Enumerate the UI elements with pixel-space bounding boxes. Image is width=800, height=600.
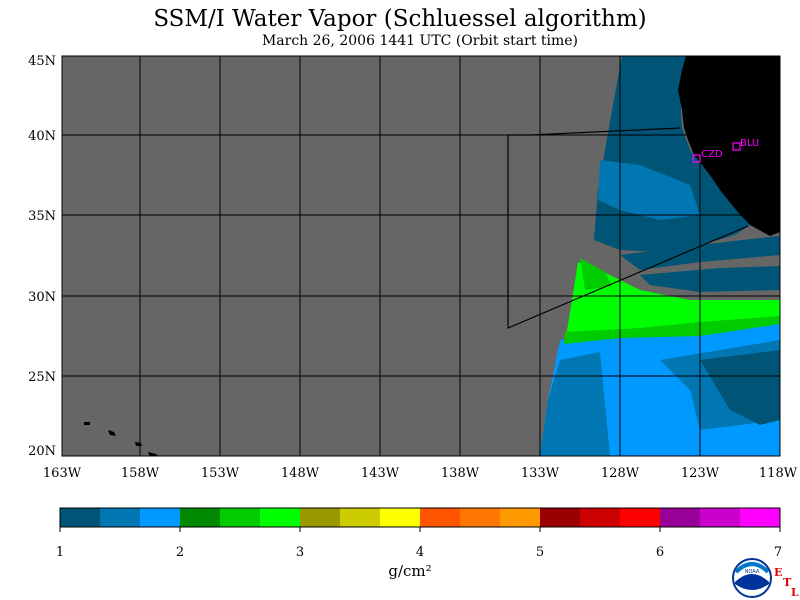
- lon-label: 138W: [441, 466, 480, 481]
- etl-letter-l: L: [791, 586, 799, 599]
- swath-stripe-3: [700, 350, 780, 425]
- lat-label: 40N: [28, 129, 56, 144]
- colorbar-tick-label: 5: [536, 545, 544, 560]
- lat-label: 45N: [28, 54, 56, 69]
- lat-label: 25N: [28, 370, 56, 385]
- map-title: SSM/I Water Vapor (Schluessel algorithm): [153, 6, 647, 32]
- etl-letter-e: E: [774, 566, 783, 579]
- colorbar-swatch: [340, 508, 381, 527]
- colorbar-swatch: [460, 508, 501, 527]
- station-blu-marker: [732, 142, 741, 151]
- latitude-labels: 45N 40N 35N 30N 25N 20N: [28, 54, 56, 459]
- noaa-logo: NOAA: [732, 558, 772, 598]
- swath-stripe-2: [640, 266, 780, 292]
- colorbar-swatch: [300, 508, 341, 527]
- lat-label: 20N: [28, 444, 56, 459]
- colorbar-swatch: [580, 508, 621, 527]
- colorbar: [60, 508, 781, 527]
- lon-label: 123W: [681, 466, 720, 481]
- colorbar-swatch: [540, 508, 581, 527]
- colorbar-tick-label: 1: [56, 545, 64, 560]
- colorbar-swatch: [620, 508, 661, 527]
- lon-label: 133W: [521, 466, 560, 481]
- colorbar-tick-label: 7: [774, 545, 782, 560]
- map-panel: CZD BLU: [62, 56, 780, 456]
- hawaii-island-oahu: [108, 430, 116, 436]
- colorbar-swatch: [260, 508, 301, 527]
- hawaii-island-kauai: [84, 422, 90, 425]
- colorbar-swatch: [180, 508, 221, 527]
- station-czd-label: CZD: [701, 149, 723, 160]
- colorbar-swatch: [660, 508, 701, 527]
- colorbar-ticks: [59, 527, 781, 532]
- colorbar-units: g/cm²: [388, 562, 432, 580]
- north-america-land: [678, 56, 780, 236]
- lon-label: 118W: [759, 466, 798, 481]
- colorbar-swatch: [60, 508, 101, 527]
- colorbar-swatch: [140, 508, 181, 527]
- station-blu-label: BLU: [740, 138, 759, 149]
- colorbar-tick-label: 6: [656, 545, 664, 560]
- hawaii-island-big-island: [148, 452, 158, 456]
- lon-label: 128W: [601, 466, 640, 481]
- colorbar-swatch: [380, 508, 421, 527]
- swath-band-2-3-gcm2-dark-green: [564, 258, 780, 344]
- colorbar-tick-label: 2: [176, 545, 184, 560]
- map-grid: [62, 56, 780, 456]
- lat-label: 30N: [28, 290, 56, 305]
- colorbar-swatch: [740, 508, 781, 527]
- lon-label: 158W: [121, 466, 160, 481]
- etl-letter-t: T: [783, 576, 792, 589]
- longitude-labels: 163W 158W 153W 148W 143W 138W 133W 128W …: [43, 466, 798, 481]
- colorbar-tick-label: 3: [296, 545, 304, 560]
- map-frame: [61, 55, 781, 457]
- colorbar-swatch: [420, 508, 461, 527]
- lon-label: 163W: [43, 466, 82, 481]
- noaa-logo-text: NOAA: [745, 569, 760, 575]
- colorbar-swatch: [500, 508, 541, 527]
- colorbar-swatch: [700, 508, 741, 527]
- swath-band-north-mid-blue: [598, 160, 700, 220]
- colorbar-swatch: [220, 508, 261, 527]
- map-subtitle: March 26, 2006 1441 UTC (Orbit start tim…: [261, 33, 579, 49]
- colorbar-swatch: [100, 508, 141, 527]
- colorbar-tick-labels: 1 2 3 4 5 6 7: [56, 545, 782, 560]
- station-czd-marker: [692, 154, 701, 163]
- colorbar-tick-label: 4: [416, 545, 424, 560]
- lon-label: 148W: [281, 466, 320, 481]
- lon-label: 153W: [201, 466, 240, 481]
- lat-label: 35N: [28, 209, 56, 224]
- analysis-region-outline: [507, 127, 749, 329]
- lon-label: 143W: [361, 466, 400, 481]
